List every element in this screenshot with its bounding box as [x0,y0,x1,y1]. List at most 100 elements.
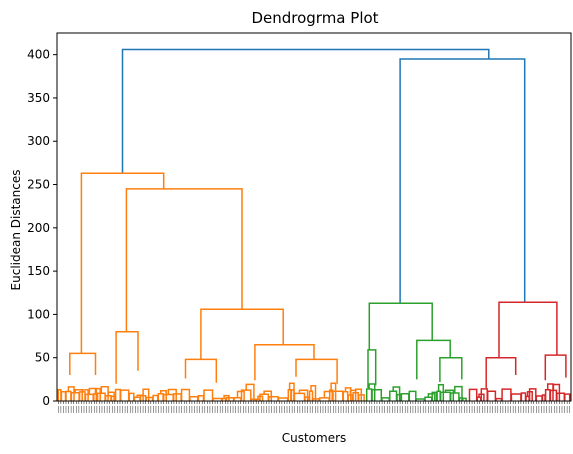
link [200,308,284,360]
fine-link [424,396,433,401]
link [368,302,433,350]
fine-link [476,396,482,401]
fine-link [544,388,551,401]
fine-link [133,396,141,401]
fine-link [197,395,205,401]
link [439,356,463,382]
y-tick-label: 250 [27,178,50,192]
fine-link [203,389,214,401]
fine-link [342,390,349,401]
fine-link [556,392,566,401]
link [295,358,338,384]
fine-link [368,383,376,401]
fine-link [468,388,478,401]
link [125,188,243,332]
fine-link [541,394,546,401]
link [254,343,315,381]
fine-link [535,395,543,401]
fine-link [349,389,357,401]
link [80,172,165,354]
y-axis-label: Euclidean Distances [9,170,23,291]
fine-link [525,395,530,401]
link [399,58,526,304]
fine-link [245,383,255,401]
fine-link [81,389,89,401]
link [184,358,218,383]
fine-link [162,393,174,401]
fine-link [293,392,306,401]
y-tick-label: 150 [27,264,50,278]
y-tick-label: 300 [27,134,50,148]
y-tick-label: 0 [42,394,50,408]
link [121,48,490,174]
fine-link [189,395,199,401]
y-tick-label: 350 [27,91,50,105]
fine-link [501,388,512,401]
link [367,349,377,388]
link [498,301,558,358]
fine-link [436,390,441,401]
link [544,354,567,381]
y-tick-label: 100 [27,307,50,321]
fine-link [74,388,83,401]
link [416,339,451,380]
y-tick-label: 50 [35,351,50,365]
fine-link [486,390,497,401]
fine-link [84,393,94,401]
fine-link [564,393,571,401]
link [485,356,517,388]
fine-link [528,388,537,401]
fine-link [520,392,527,401]
fine-link [67,386,75,401]
fine-link [110,395,116,401]
fine-link [180,388,191,401]
fine-link [287,389,292,401]
y-tick-label: 400 [27,48,50,62]
fine-link [70,391,80,401]
chart-title: Dendrogrma Plot [251,9,378,27]
fine-link [142,388,150,401]
fine-link [323,390,333,401]
x-axis-label: Customers [282,431,347,445]
fine-link [400,393,410,401]
fine-link [308,390,314,401]
fine-link [128,392,135,401]
fine-link [389,390,398,401]
link [115,330,139,384]
fine-link [310,385,317,401]
fine-link [439,391,451,401]
leaf-ticks [57,401,571,413]
fine-link [332,390,344,401]
fine-link [546,383,554,401]
y-tick-label: 200 [27,221,50,235]
fine-link [365,388,373,401]
fine-link [449,392,460,401]
fine-link [157,392,164,401]
fine-link [298,389,309,401]
fine-link [152,394,159,401]
fine-link [290,389,295,401]
fine-link [462,397,467,401]
fine-link [357,394,365,401]
fine-link [444,389,455,401]
y-axis: 0 50 100 150 200 250 300 350 400 [27,48,57,408]
plot-frame [56,32,572,402]
fine-link [259,393,270,401]
fine-link [408,390,417,401]
fine-link [167,388,177,401]
fine-link [114,388,121,401]
dendrogram-links [57,48,571,401]
fine-link [65,390,72,401]
fine-link [60,390,67,401]
fine-link [510,393,522,401]
fine-link [93,393,98,401]
fine-link [454,385,463,401]
fine-link [371,388,383,401]
fine-link [57,388,62,401]
fine-link [172,393,182,401]
fine-link [94,387,101,401]
link [69,352,97,375]
fine-link [119,389,130,401]
fine-link [159,390,167,401]
